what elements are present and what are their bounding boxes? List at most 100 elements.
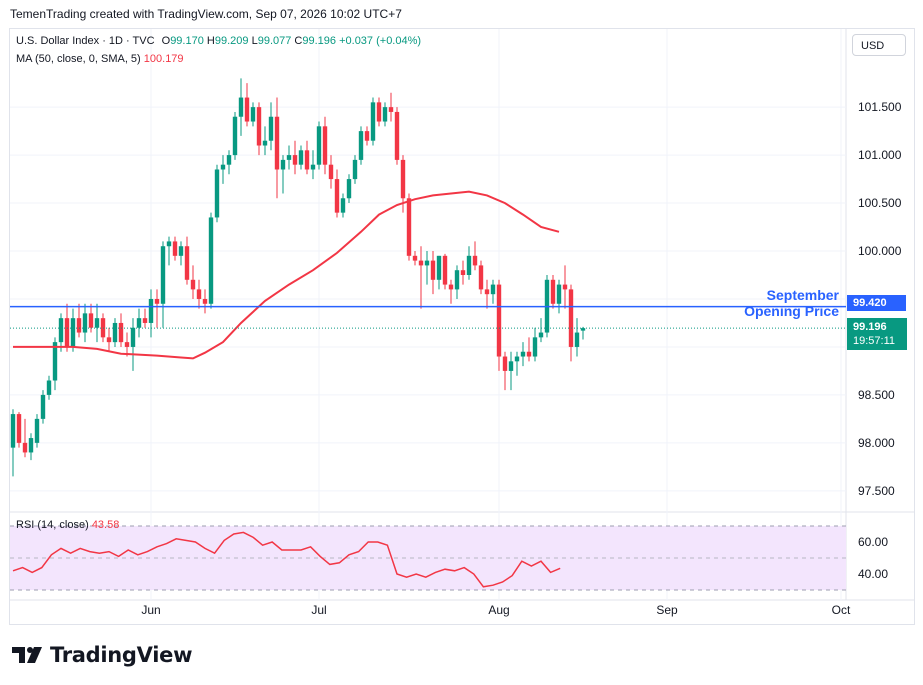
- candle-body: [220, 164, 226, 170]
- candle-body: [136, 318, 142, 328]
- candle-body: [490, 284, 496, 295]
- price-tick-label: 101.000: [858, 148, 902, 162]
- candle-body: [514, 356, 520, 362]
- candle-body: [448, 284, 454, 290]
- candle-body: [184, 246, 190, 280]
- candle-body: [40, 394, 46, 419]
- annotation-line1: September: [766, 287, 839, 303]
- candle-body: [46, 380, 52, 395]
- rsi-legend: RSI (14, close) 43.58: [16, 519, 119, 531]
- tradingview-logo[interactable]: TradingView: [12, 643, 192, 667]
- low-value: 99.077: [257, 35, 292, 47]
- candle-body: [274, 116, 280, 170]
- candle-body: [484, 289, 490, 295]
- candle-body: [250, 107, 256, 122]
- candle-body: [340, 198, 346, 213]
- candle-body: [166, 241, 172, 247]
- candle-body: [34, 418, 40, 443]
- candle-body: [346, 179, 352, 199]
- candle-body: [238, 97, 244, 117]
- candle-body: [454, 270, 460, 290]
- candle-body: [388, 107, 394, 112]
- price-legend: U.S. Dollar Index · 1D · TVC O99.170 H99…: [16, 35, 421, 47]
- candle-body: [538, 332, 544, 338]
- candle-body: [580, 328, 586, 331]
- open-label: O: [161, 35, 171, 47]
- close-value: 99.196: [302, 35, 337, 47]
- candle-body: [328, 164, 334, 180]
- candle-body: [502, 356, 508, 371]
- candle-body: [196, 289, 202, 299]
- countdown-timer: 19:57:11: [853, 335, 896, 347]
- candle-body: [334, 179, 340, 213]
- time-tick-label: Oct: [832, 603, 851, 617]
- candle-body: [232, 116, 238, 156]
- candle-body: [562, 284, 568, 290]
- price-tick-label: 97.500: [858, 484, 895, 498]
- candle-body: [550, 279, 556, 304]
- price-tick-label: 98.500: [858, 388, 895, 402]
- rsi-label: RSI (14, close): [16, 519, 89, 531]
- candle-body: [568, 289, 574, 347]
- candle-body: [316, 126, 322, 165]
- candle-body: [352, 159, 358, 180]
- ma-legend: MA (50, close, 0, SMA, 5) 100.179: [16, 53, 184, 65]
- time-tick-label: Sep: [656, 603, 678, 617]
- currency-selector[interactable]: USD: [852, 34, 906, 56]
- candle-body: [370, 102, 376, 141]
- candle-body: [442, 255, 448, 285]
- candle-body: [16, 414, 22, 443]
- close-label: C: [294, 35, 303, 47]
- candle-body: [262, 140, 268, 146]
- candle-body: [424, 260, 430, 266]
- candle-body: [64, 318, 70, 347]
- annotation-line2: Opening Price: [744, 303, 839, 319]
- candle-body: [376, 102, 382, 122]
- price-tick-label: 100.500: [858, 196, 902, 210]
- change-value: +0.037 (+0.04%): [339, 35, 422, 47]
- candle-body: [364, 131, 370, 141]
- candle-body: [322, 126, 328, 165]
- ma-value: 100.179: [143, 53, 184, 65]
- tradingview-logo-icon: [12, 647, 42, 663]
- candle-body: [88, 313, 94, 328]
- candle-body: [574, 332, 580, 347]
- candle-body: [106, 337, 112, 343]
- candle-body: [142, 318, 148, 323]
- symbol-label: U.S. Dollar Index · 1D · TVC: [16, 35, 155, 47]
- chart-frame: [9, 28, 915, 625]
- candle-body: [190, 279, 196, 290]
- candle-body: [358, 131, 364, 160]
- open-value: 99.170: [170, 35, 204, 47]
- candle-body: [406, 198, 412, 256]
- candle-body: [532, 337, 538, 357]
- tradingview-logo-text: TradingView: [50, 643, 193, 667]
- candle-body: [178, 246, 184, 256]
- candle-body: [214, 169, 220, 218]
- candle-body: [520, 351, 526, 357]
- candle-body: [556, 284, 562, 304]
- time-tick-label: Jun: [141, 603, 160, 617]
- time-tick-label: Jul: [311, 603, 326, 617]
- candle-body: [418, 260, 424, 266]
- candle-body: [412, 255, 418, 261]
- candle-body: [460, 270, 466, 275]
- candle-body: [478, 265, 484, 290]
- candle-body: [280, 159, 286, 170]
- candle-body: [94, 318, 100, 328]
- chart-attribution: TemenTrading created with TradingView.co…: [10, 7, 402, 21]
- candle-body: [256, 107, 262, 146]
- candle-body: [466, 255, 472, 275]
- candle-body: [472, 255, 478, 266]
- price-tick-label: 100.000: [858, 244, 902, 258]
- candle-body: [508, 361, 514, 371]
- rsi-value: 43.58: [91, 519, 120, 531]
- candle-body: [382, 107, 388, 122]
- candle-body: [76, 318, 82, 333]
- candle-body: [130, 327, 136, 347]
- high-value: 99.209: [214, 35, 249, 47]
- candle-body: [172, 241, 178, 256]
- candle-body: [526, 351, 532, 357]
- candle-body: [52, 342, 58, 381]
